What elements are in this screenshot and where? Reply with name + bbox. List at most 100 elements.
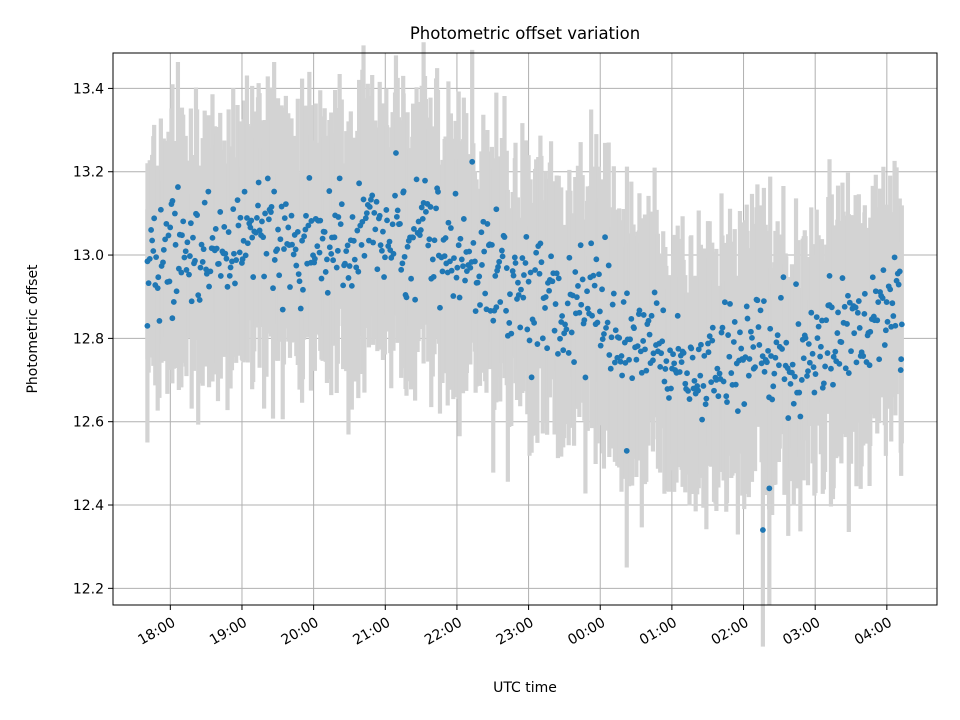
- data-point-648: [844, 321, 850, 327]
- data-point-224: [386, 238, 393, 245]
- data-point-143: [299, 237, 305, 244]
- data-point-140: [295, 271, 302, 277]
- data-point-215: [376, 212, 383, 219]
- data-point-229: [392, 192, 398, 199]
- data-point-67: [217, 209, 224, 215]
- data-point-155: [311, 255, 318, 262]
- data-point-236: [399, 260, 406, 267]
- data-point-370: [544, 345, 551, 352]
- data-point-441: [620, 299, 627, 305]
- y-tick-label-5: 13.2: [73, 165, 104, 181]
- data-point-470: [651, 289, 658, 296]
- data-point-599: [790, 400, 797, 407]
- data-point-195: [355, 268, 362, 275]
- data-point-231: [393, 213, 400, 220]
- data-point-507: [691, 377, 698, 384]
- data-point-501: [685, 387, 691, 394]
- data-point-476: [658, 350, 665, 357]
- data-point-84: [235, 222, 242, 229]
- data-point-266: [431, 237, 438, 244]
- data-point-269: [435, 188, 441, 195]
- y-tick-label-1: 12.4: [73, 498, 104, 514]
- data-point-60: [209, 234, 216, 241]
- data-point-692: [891, 254, 898, 261]
- data-point-12: [157, 206, 164, 213]
- data-point-528: [714, 365, 721, 372]
- data-point-704: [766, 485, 773, 492]
- data-point-538: [725, 332, 732, 338]
- data-point-262: [427, 204, 434, 210]
- data-point-227: [389, 221, 396, 228]
- data-point-313: [482, 290, 489, 297]
- data-point-669: [866, 362, 873, 369]
- data-point-222: [384, 217, 390, 224]
- data-point-306: [474, 279, 481, 286]
- data-point-635: [830, 381, 836, 388]
- data-point-359: [532, 267, 539, 273]
- data-point-418: [596, 271, 602, 278]
- data-point-186: [345, 275, 352, 281]
- data-point-122: [276, 272, 283, 279]
- data-point-34: [181, 254, 188, 261]
- data-point-575: [765, 347, 771, 354]
- data-point-145: [301, 233, 308, 240]
- data-point-309: [478, 229, 485, 236]
- data-point-175: [333, 264, 340, 271]
- y-axis: 12.2 12.4 12.6 12.8 13.0 13.2 13.4: [73, 81, 113, 597]
- data-point-465: [646, 331, 653, 338]
- data-point-682: [880, 267, 887, 274]
- data-point-52: [200, 246, 207, 253]
- data-point-281: [447, 225, 454, 231]
- data-point-340: [511, 254, 518, 261]
- data-point-536: [723, 393, 730, 400]
- data-point-10: [155, 274, 162, 281]
- data-point-422: [599, 336, 606, 343]
- data-point-172: [330, 257, 337, 264]
- data-point-252: [416, 232, 423, 239]
- data-point-663: [860, 353, 867, 359]
- data-point-477: [659, 338, 666, 345]
- data-point-134: [289, 241, 295, 248]
- data-point-706: [493, 206, 500, 213]
- data-point-509: [694, 383, 701, 389]
- data-point-112: [265, 216, 272, 223]
- data-point-475: [657, 363, 664, 370]
- data-point-48: [196, 297, 203, 303]
- data-point-323: [493, 304, 500, 311]
- data-point-497: [680, 349, 687, 356]
- data-point-532: [718, 329, 725, 336]
- data-point-424: [602, 234, 608, 241]
- data-point-613: [805, 341, 812, 347]
- data-point-416: [593, 256, 600, 263]
- data-point-118: [271, 257, 278, 263]
- data-point-423: [601, 331, 607, 337]
- data-point-378: [552, 301, 559, 307]
- data-point-566: [755, 324, 762, 330]
- data-point-240: [403, 294, 410, 301]
- data-point-337: [508, 330, 515, 337]
- data-point-412: [589, 312, 595, 319]
- data-point-428: [606, 352, 613, 358]
- data-point-513: [698, 341, 704, 348]
- data-point-411: [588, 240, 595, 247]
- data-point-91: [242, 252, 249, 259]
- data-point-77: [227, 264, 234, 271]
- data-point-358: [531, 319, 538, 326]
- data-point-183: [342, 260, 348, 267]
- data-point-63: [212, 225, 219, 232]
- data-point-587: [778, 294, 784, 301]
- data-point-549: [737, 329, 743, 336]
- data-point-405: [581, 317, 588, 324]
- data-point-617: [810, 364, 817, 371]
- data-point-512: [697, 372, 704, 379]
- data-point-420: [597, 342, 604, 349]
- data-point-614: [806, 359, 813, 366]
- data-point-202: [362, 215, 369, 222]
- data-point-708: [898, 356, 905, 363]
- data-point-433: [611, 359, 618, 366]
- data-point-604: [796, 389, 803, 396]
- data-point-560: [749, 334, 755, 341]
- data-point-303: [472, 258, 478, 265]
- data-point-688: [887, 286, 894, 293]
- data-point-658: [854, 309, 861, 316]
